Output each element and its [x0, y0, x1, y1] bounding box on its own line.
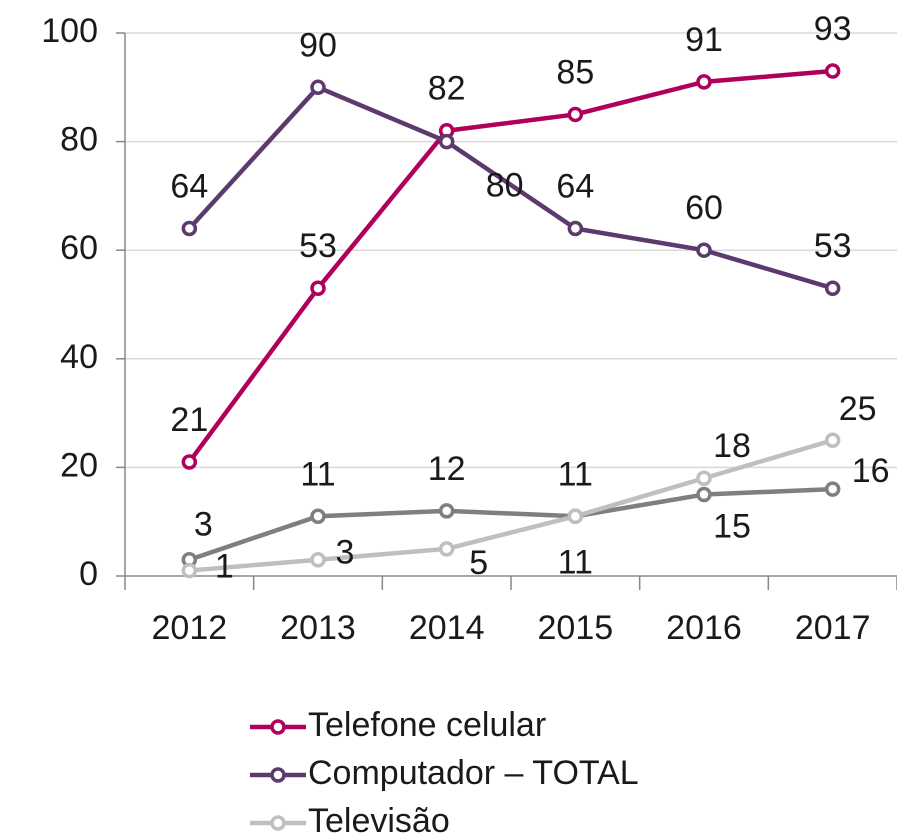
point: [824, 481, 841, 497]
data-label: 15: [713, 508, 751, 546]
point: [824, 280, 841, 296]
point: [696, 470, 712, 487]
data-label: 90: [299, 26, 337, 64]
point: [696, 242, 712, 258]
y-tick-label: 40: [60, 338, 98, 376]
point: [438, 133, 455, 150]
legend-label: Televisão: [308, 802, 450, 838]
data-label: 93: [814, 10, 852, 48]
data-label: 12: [428, 450, 466, 488]
data-label: 11: [300, 455, 335, 493]
legend-marker: [270, 767, 286, 783]
point: [310, 508, 326, 525]
data-label: 21: [170, 401, 208, 439]
data-label: 11: [558, 455, 593, 493]
data-label: 64: [170, 167, 208, 205]
data-label: 16: [852, 452, 890, 490]
data-label: 53: [814, 227, 852, 265]
x-tick-label: 2016: [666, 609, 742, 647]
point: [438, 541, 455, 557]
point: [181, 220, 198, 237]
legend-marker: [270, 719, 286, 735]
legend-label: Telefone celular: [308, 706, 546, 744]
data-label: 1: [215, 548, 234, 586]
series-line: [187, 85, 834, 291]
data-label: 91: [685, 21, 723, 59]
point: [310, 280, 326, 296]
point: [181, 562, 198, 579]
data-label: 3: [336, 534, 355, 572]
point: [438, 503, 455, 519]
point: [181, 454, 198, 470]
series-line: [189, 438, 834, 573]
point: [567, 508, 584, 525]
y-tick-label: 20: [60, 446, 98, 484]
data-label: 18: [713, 427, 751, 465]
data-label: 5: [469, 544, 488, 582]
point: [824, 63, 841, 79]
data-label: 85: [556, 53, 594, 91]
y-tick-label: 0: [79, 555, 98, 593]
x-tick-label: 2014: [409, 609, 485, 647]
point: [567, 220, 584, 237]
point: [567, 106, 584, 123]
y-tick-label: 100: [41, 12, 98, 50]
data-label: 11: [558, 543, 593, 581]
series-line: [188, 486, 833, 562]
series-line: [187, 68, 833, 464]
data-label: 64: [556, 167, 594, 205]
data-label: 80: [486, 167, 524, 205]
legend-label: Computador – TOTAL: [308, 754, 639, 792]
x-tick-label: 2012: [152, 609, 228, 647]
data-label: 25: [839, 390, 877, 428]
point: [696, 74, 712, 90]
data-label: 60: [685, 189, 723, 227]
data-label: 53: [299, 227, 337, 265]
x-tick-label: 2015: [538, 609, 614, 647]
data-label: 82: [428, 70, 466, 108]
point: [310, 79, 326, 96]
data-label: 3: [194, 506, 213, 544]
x-tick-label: 2017: [795, 609, 871, 647]
point: [696, 486, 712, 503]
x-tick-label: 2013: [280, 609, 356, 647]
point: [310, 551, 326, 568]
legend-marker: [270, 815, 286, 831]
y-tick-label: 80: [60, 121, 98, 159]
point: [824, 432, 841, 448]
y-tick-label: 60: [60, 229, 98, 267]
